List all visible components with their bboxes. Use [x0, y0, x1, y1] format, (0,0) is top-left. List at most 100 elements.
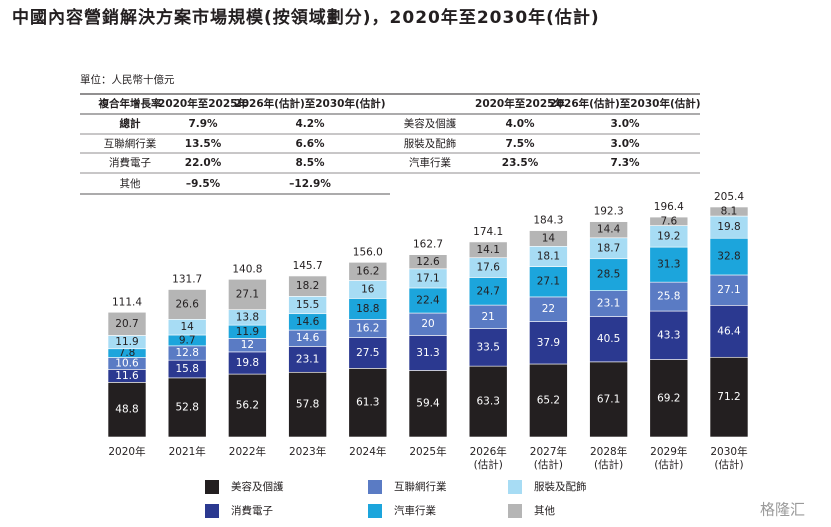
x-tick-label: 2024年: [349, 445, 386, 458]
bar-segment: [709, 305, 749, 358]
bar-segment: [408, 335, 448, 371]
data-label: 11.9: [236, 326, 259, 338]
bar-segment: [649, 310, 689, 360]
legend-label: 服裝及配飾: [534, 480, 587, 493]
legend-swatch: [508, 480, 522, 494]
table-cell: 互聯網行業: [104, 137, 157, 150]
bar-segment: [228, 373, 267, 438]
data-label: 14.4: [597, 224, 621, 236]
total-label: 111.4: [112, 296, 142, 308]
total-label: 174.1: [473, 226, 503, 238]
bar-segment: [167, 289, 207, 320]
bar-segment: [529, 321, 568, 365]
data-label: 19.8: [717, 221, 740, 233]
data-label: 52.8: [176, 401, 199, 413]
total-label: 131.7: [172, 274, 202, 286]
data-label: 16: [361, 283, 375, 295]
data-label: 14: [542, 232, 556, 244]
data-label: 37.9: [537, 337, 560, 349]
data-label: 22: [542, 303, 555, 315]
data-label: 14.1: [477, 244, 500, 256]
legend-swatch: [205, 480, 219, 494]
data-label: 8.1: [721, 206, 738, 218]
bar-segment: [107, 311, 147, 336]
data-label: 27.1: [236, 289, 259, 301]
table-cell: 7.5%: [505, 138, 535, 150]
table-header: 2020年至2025年: [475, 97, 565, 110]
total-label: 140.8: [232, 263, 262, 275]
data-label: 65.2: [537, 394, 560, 406]
data-label: 17.1: [416, 272, 439, 284]
data-label: 63.3: [477, 396, 500, 408]
x-tick-label: 2021年: [169, 445, 206, 458]
total-label: 184.3: [533, 215, 563, 227]
table-cell: 13.5%: [185, 138, 222, 150]
x-tick-label: 2027年: [530, 445, 567, 458]
data-label: 48.8: [115, 404, 138, 416]
table-cell: 3.0%: [610, 138, 640, 150]
total-label: 156.0: [353, 246, 383, 258]
data-label: 18.2: [296, 280, 319, 292]
table-cell: 22.0%: [185, 157, 222, 169]
bar-segment: [288, 346, 327, 373]
data-label: 40.5: [597, 333, 620, 345]
total-label: 145.7: [293, 260, 323, 272]
data-label: 71.2: [717, 391, 740, 403]
legend-label: 其他: [534, 504, 555, 517]
x-tick-label: 2022年: [229, 445, 266, 458]
table-cell: 7.3%: [610, 157, 640, 169]
x-tick-label: 2025年: [409, 445, 446, 458]
bar-segment: [348, 337, 388, 369]
x-tick-label: 2030年: [710, 445, 747, 458]
data-label: 67.1: [597, 393, 620, 405]
data-label: 13.8: [236, 311, 259, 323]
bar-segment: [408, 370, 448, 438]
data-label: 61.3: [356, 397, 379, 409]
bar-segment: [529, 266, 568, 298]
data-label: 22.4: [416, 295, 440, 307]
data-label: 57.8: [296, 399, 319, 411]
bar-segment: [408, 287, 448, 314]
table-cell: 7.9%: [188, 118, 218, 130]
data-label: 18.8: [356, 303, 379, 315]
data-label: 18.1: [537, 250, 560, 262]
table-cell: 3.0%: [610, 118, 640, 130]
chart-title: 中國內容營銷解決方案市場規模(按領域劃分)，2020年至2030年(估計): [12, 7, 600, 28]
data-label: 31.3: [657, 259, 680, 271]
table-cell: 23.5%: [502, 157, 539, 169]
table-cell: 消費電子: [109, 156, 151, 169]
data-label: 32.8: [717, 251, 740, 263]
data-label: 43.3: [657, 329, 680, 341]
data-label: 27.1: [537, 276, 560, 288]
bar-segment: [408, 254, 448, 270]
data-label: 12.8: [176, 347, 199, 359]
data-label: 23.1: [597, 298, 620, 310]
bar-segment: [589, 221, 628, 239]
bar-segment: [167, 377, 207, 438]
legend-label: 消費電子: [231, 504, 273, 517]
x-tick-label: (估計): [654, 458, 683, 471]
data-label: 18.7: [597, 242, 620, 254]
x-tick-label: (估計): [534, 458, 563, 471]
table-cell: –9.5%: [186, 178, 221, 190]
x-tick-label: 2026年: [470, 445, 507, 458]
data-label: 12: [241, 339, 254, 351]
table-cell: 服裝及配飾: [404, 137, 457, 150]
data-label: 7.8: [119, 347, 136, 359]
x-tick-label: 2028年: [590, 445, 627, 458]
data-label: 19.8: [236, 357, 259, 369]
data-label: 12.6: [416, 256, 440, 268]
legend-label: 互聯網行業: [394, 480, 447, 493]
table-cell: 汽車行業: [409, 156, 451, 169]
bar-segment: [107, 382, 147, 438]
watermark: 格隆汇: [760, 501, 805, 519]
data-label: 15.5: [296, 299, 319, 311]
data-label: 10.6: [115, 357, 139, 369]
data-label: 25.8: [657, 291, 680, 303]
data-label: 11.6: [115, 370, 139, 382]
data-label: 7.6: [660, 215, 677, 227]
legend-swatch: [368, 480, 382, 494]
bar-segment: [589, 290, 628, 317]
legend-swatch: [508, 504, 522, 518]
